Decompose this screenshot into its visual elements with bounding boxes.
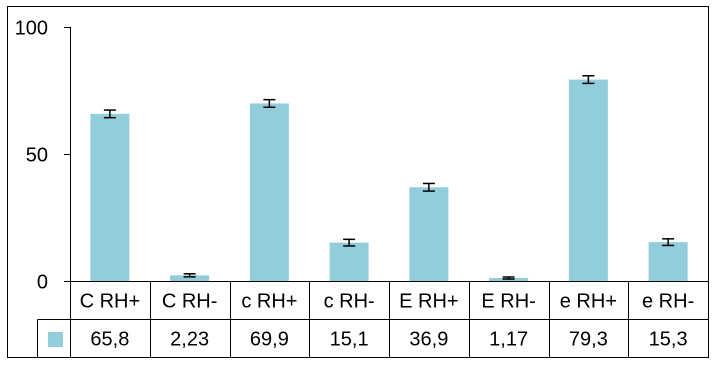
value-label: 36,9 xyxy=(409,329,448,351)
bar xyxy=(648,242,688,281)
category-label: E RH- xyxy=(481,291,535,313)
value-label: 1,17 xyxy=(489,329,528,351)
bar xyxy=(329,242,369,281)
bar xyxy=(90,113,130,281)
bar xyxy=(568,79,608,281)
category-label: c RH+ xyxy=(241,291,297,313)
category-label: C RH- xyxy=(162,291,218,313)
bars xyxy=(90,75,688,281)
value-label: 2,23 xyxy=(170,329,209,351)
value-label: 15,3 xyxy=(649,329,688,351)
value-label: 69,9 xyxy=(250,329,289,351)
bar xyxy=(409,187,449,281)
y-axis: 0 50 100 xyxy=(15,18,71,294)
category-label: C RH+ xyxy=(80,291,141,313)
category-label: e RH- xyxy=(642,291,694,313)
category-label: e RH+ xyxy=(560,291,617,313)
data-table: C RH+ 65,8 C RH- 2,23 c RH+ 69,9 c RH- 15,1 E RH… xyxy=(37,281,708,358)
value-label: 65,8 xyxy=(90,329,129,351)
value-label: 15,1 xyxy=(330,329,369,351)
category-label: E RH+ xyxy=(399,291,458,313)
y-tick-label: 100 xyxy=(15,18,48,40)
bar xyxy=(249,103,289,281)
y-tick-label: 50 xyxy=(26,145,48,167)
bar xyxy=(170,275,210,281)
value-label: 79,3 xyxy=(569,329,608,351)
y-tick-label: 0 xyxy=(37,272,48,294)
legend-key xyxy=(48,332,63,347)
category-label: c RH- xyxy=(324,291,375,313)
